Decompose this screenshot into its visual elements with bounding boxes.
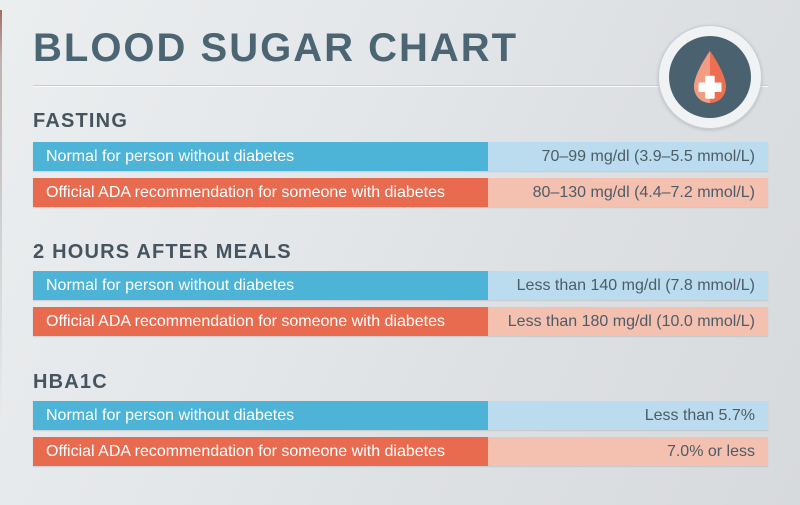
table-row: Official ADA recommendation for someone … xyxy=(33,307,768,336)
row-label: Normal for person without diabetes xyxy=(33,271,488,300)
page-title: BLOOD SUGAR CHART xyxy=(33,26,519,70)
sections-container: FASTING Normal for person without diabet… xyxy=(33,109,768,466)
blood-drop-badge xyxy=(658,25,762,129)
table-row: Official ADA recommendation for someone … xyxy=(33,178,768,207)
row-label: Official ADA recommendation for someone … xyxy=(33,307,488,336)
title-divider xyxy=(33,85,768,87)
left-edge-shadow xyxy=(0,10,2,420)
section-rows: Normal for person without diabetes 70–99… xyxy=(33,142,768,207)
row-value: 7.0% or less xyxy=(488,437,768,466)
row-label: Normal for person without diabetes xyxy=(33,401,488,430)
row-value: Less than 140 mg/dl (7.8 mmol/L) xyxy=(488,271,768,300)
table-row: Normal for person without diabetes Less … xyxy=(33,271,768,300)
section: HBA1C Normal for person without diabetes… xyxy=(33,370,768,466)
section: FASTING Normal for person without diabet… xyxy=(33,109,768,207)
row-value: Less than 5.7% xyxy=(488,401,768,430)
section-heading: 2 HOURS AFTER MEALS xyxy=(33,241,292,263)
row-label: Official ADA recommendation for someone … xyxy=(33,437,488,466)
table-row: Normal for person without diabetes Less … xyxy=(33,401,768,430)
plus-icon xyxy=(698,75,722,99)
section: 2 HOURS AFTER MEALS Normal for person wi… xyxy=(33,240,768,336)
table-row: Normal for person without diabetes 70–99… xyxy=(33,142,768,171)
row-value: 80–130 mg/dl (4.4–7.2 mmol/L) xyxy=(488,178,768,207)
blood-drop-icon xyxy=(694,51,726,103)
section-heading: FASTING xyxy=(33,110,129,132)
blood-drop-badge-circle xyxy=(669,36,751,118)
row-value: Less than 180 mg/dl (10.0 mmol/L) xyxy=(488,307,768,336)
row-label: Normal for person without diabetes xyxy=(33,142,488,171)
row-label: Official ADA recommendation for someone … xyxy=(33,178,488,207)
table-row: Official ADA recommendation for someone … xyxy=(33,437,768,466)
section-rows: Normal for person without diabetes Less … xyxy=(33,271,768,336)
section-rows: Normal for person without diabetes Less … xyxy=(33,401,768,466)
section-heading: HBA1C xyxy=(33,371,108,393)
row-value: 70–99 mg/dl (3.9–5.5 mmol/L) xyxy=(488,142,768,171)
